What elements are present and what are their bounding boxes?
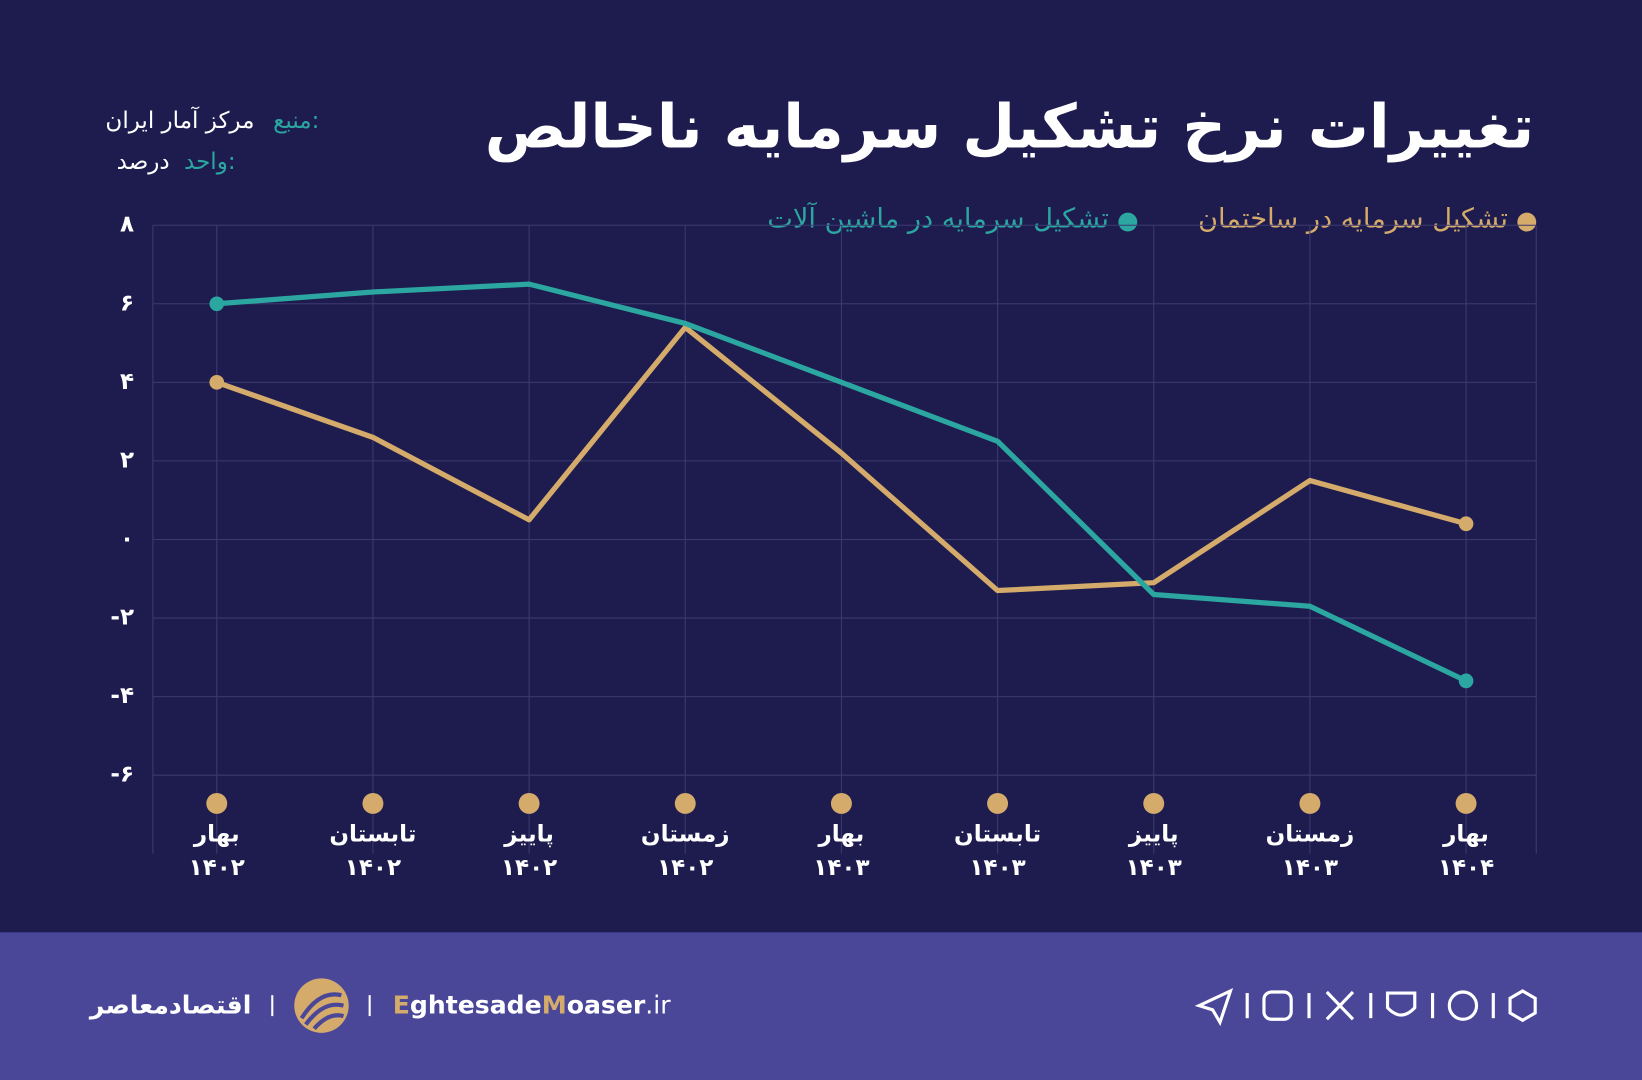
site-part: oaser	[567, 991, 646, 1020]
telegram-icon[interactable]	[1194, 987, 1234, 1027]
legend-label: تشکیل سرمایه در ساختمان	[1198, 203, 1508, 234]
category-dot	[206, 792, 228, 814]
x-tick-label: پاییز	[1128, 821, 1179, 847]
y-tick-label: -۶	[110, 762, 134, 788]
x-tick-label: بهار	[818, 821, 865, 847]
unit-label: واحد:	[184, 149, 236, 175]
x-tick-label: بهار	[193, 821, 240, 847]
category-dot	[1143, 792, 1165, 814]
category-dot	[1455, 792, 1477, 814]
endpoint	[209, 375, 225, 390]
source-label: منبع:	[273, 108, 319, 134]
chart-title: تغییرات نرخ تشکیل سرمایه ناخالص	[485, 93, 1534, 163]
category-dot	[362, 792, 384, 814]
x-tick-label: ۱۴۰۲	[657, 855, 713, 881]
category-dot	[987, 792, 1009, 814]
background	[0, 0, 1642, 932]
x-tick-label: زمستان	[641, 821, 730, 847]
brand: اقتصادمعاصر	[88, 991, 251, 1021]
y-tick-label: -۴	[110, 683, 134, 709]
x-tick-label: ۱۴۰۳	[1282, 855, 1338, 881]
y-tick-label: ۲	[120, 447, 134, 473]
x-tick-label: تابستان	[954, 821, 1041, 847]
series-line	[215, 324, 1467, 594]
endpoint	[1458, 516, 1474, 532]
x-tick-label: ۱۴۰۳	[1126, 855, 1182, 881]
site-part: .ir	[645, 991, 671, 1020]
rubika-icon[interactable]	[1508, 989, 1537, 1023]
source: مرکز آمار ایران	[105, 106, 254, 134]
x-tick-label: ۱۴۰۲	[345, 855, 401, 881]
social-icons	[1194, 987, 1537, 1027]
eitaa-icon[interactable]	[1447, 990, 1479, 1021]
x-tick-label: ۱۴۰۲	[501, 855, 557, 881]
legend: تشکیل سرمایه در ساختمان تشکیل سرمایه در م…	[767, 201, 1537, 234]
x-tick-label: ۱۴۰۲	[189, 855, 245, 881]
y-tick-label: -۲	[110, 605, 134, 631]
y-tick-label: ۶	[120, 290, 134, 316]
plot: ۸ ۶ ۴ ۲ ۰ -۲ -۴ -۶ بهار ۱۴۰۲ تابستان ۱۴۰۲ پاییز ۱۴۰۲ ز…	[110, 212, 1537, 881]
x-tick-label: زمستان	[1266, 821, 1355, 847]
endpoint	[209, 296, 225, 312]
y-tick-label: ۸	[120, 212, 134, 238]
site-part: ghtesade	[410, 991, 542, 1020]
site-part: E	[393, 991, 410, 1020]
site: EghtesadeMoaser.ir	[393, 991, 672, 1020]
legend-marker	[1517, 212, 1537, 232]
category-dot	[674, 792, 696, 814]
legend-label: تشکیل سرمایه در ماشین آلات	[767, 201, 1109, 234]
x-tick-label: بهار	[1442, 821, 1489, 847]
legend-marker	[1118, 212, 1138, 232]
x-tick-label: ۱۴۰۴	[1438, 855, 1494, 881]
logo-mark	[299, 992, 345, 1031]
bale-icon[interactable]	[1385, 991, 1417, 1017]
category-dot	[1299, 792, 1321, 814]
x-icon[interactable]	[1325, 990, 1355, 1021]
category-dot	[830, 792, 852, 814]
series-line	[216, 281, 1468, 684]
y-tick-label: ۴	[120, 369, 134, 395]
y-tick-label: ۰	[120, 526, 134, 552]
site-part: M	[542, 991, 567, 1020]
x-tick-label: ۱۴۰۳	[813, 855, 869, 881]
category-dot	[518, 792, 540, 814]
instagram-icon[interactable]	[1262, 990, 1293, 1021]
unit: درصد	[117, 149, 170, 175]
x-tick-label: پاییز	[503, 821, 554, 847]
x-tick-label: تابستان	[329, 821, 416, 847]
footer: اقتصادمعاصر EghtesadeMoaser.ir	[88, 978, 1537, 1033]
footer-bar	[0, 932, 1642, 1080]
endpoint	[1458, 673, 1474, 689]
x-tick-label: ۱۴۰۳	[969, 855, 1025, 881]
